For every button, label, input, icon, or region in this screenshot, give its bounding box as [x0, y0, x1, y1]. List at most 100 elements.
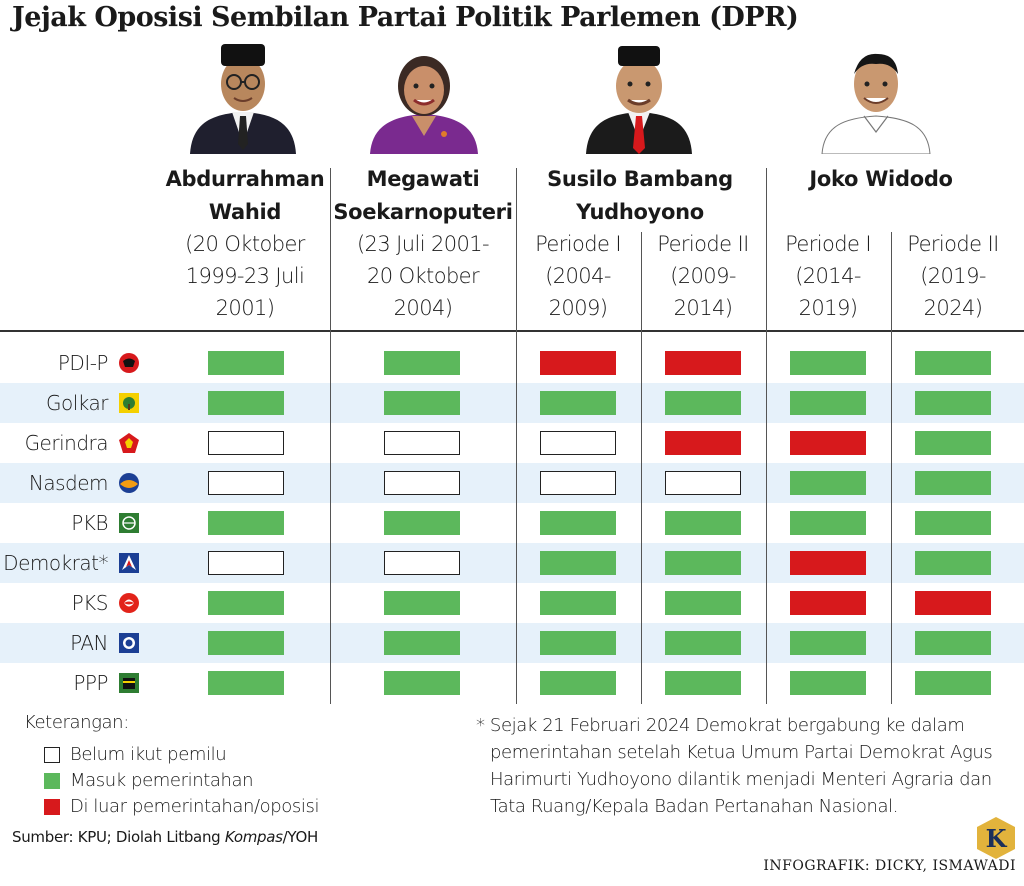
- source-note: Sumber: KPU; Diolah Litbang Kompas/YOH: [12, 828, 318, 846]
- status-cell: [384, 351, 460, 375]
- status-cell: [915, 591, 991, 615]
- column-divider: [516, 168, 517, 704]
- status-cell: [384, 551, 460, 575]
- status-cell: [915, 351, 991, 375]
- header-divider: [0, 330, 1024, 332]
- column-divider: [891, 232, 892, 704]
- status-cell: [790, 551, 866, 575]
- pks-crescent-icon: [119, 593, 139, 613]
- megawati-portrait: [370, 56, 478, 154]
- pdip-bull-icon: [119, 353, 139, 373]
- party-label: PAN: [70, 631, 108, 655]
- joko-widodo-portrait: [821, 53, 931, 154]
- row-band: [0, 463, 1024, 503]
- party-label: PKB: [71, 511, 108, 535]
- status-cell: [384, 471, 460, 495]
- status-cell: [665, 631, 741, 655]
- status-cell: [665, 431, 741, 455]
- party-label: Demokrat*: [3, 551, 108, 575]
- status-cell: [540, 631, 616, 655]
- status-cell: [208, 671, 284, 695]
- legend-swatch-white: [44, 747, 60, 763]
- status-cell: [540, 671, 616, 695]
- status-cell: [665, 671, 741, 695]
- golkar-banyan-icon: [119, 393, 139, 413]
- status-cell: [790, 351, 866, 375]
- president-name-sby: Susilo Bambang Yudhoyono: [547, 167, 733, 224]
- status-cell: [540, 391, 616, 415]
- susilo-bambang-yudhoyono-portrait: [586, 46, 692, 154]
- pkb-globe-icon: [119, 513, 139, 533]
- status-cell: [915, 391, 991, 415]
- status-cell: [208, 471, 284, 495]
- gerindra-garuda-icon: [119, 433, 139, 453]
- status-cell: [208, 391, 284, 415]
- president-name-megawati: Megawati Soekarnoputeri: [333, 167, 513, 224]
- status-cell: [208, 511, 284, 535]
- status-cell: [208, 591, 284, 615]
- row-band: [0, 383, 1024, 423]
- status-cell: [915, 631, 991, 655]
- term-sby-1: Periode I (2004- 2009): [535, 232, 621, 320]
- status-cell: [915, 671, 991, 695]
- status-cell: [540, 511, 616, 535]
- status-cell: [540, 471, 616, 495]
- legend-title: Keterangan:: [24, 712, 129, 733]
- status-cell: [208, 351, 284, 375]
- column-divider: [766, 168, 767, 704]
- term-megawati: (23 Juli 2001- 20 Oktober 2004): [356, 232, 490, 320]
- column-divider: [330, 168, 331, 704]
- svg-text:K: K: [986, 824, 1008, 853]
- president-name-jokowi: Joko Widodo: [809, 167, 953, 191]
- status-cell: [540, 551, 616, 575]
- status-cell: [384, 591, 460, 615]
- party-label: Gerindra: [24, 431, 109, 455]
- party-label: PDI-P: [57, 351, 109, 375]
- status-cell: [540, 591, 616, 615]
- pan-sun-icon: [119, 633, 139, 653]
- status-cell: [208, 631, 284, 655]
- row-band: [0, 543, 1024, 583]
- term-jokowi-2: Periode II (2019- 2024): [907, 232, 999, 320]
- infographic-credit: INFOGRAFIK: DICKY, ISMAWADI: [763, 858, 1016, 874]
- ppp-kaaba-icon: [119, 673, 139, 693]
- term-wahid: (20 Oktober 1999-23 Juli 2001): [185, 232, 305, 320]
- status-cell: [540, 431, 616, 455]
- party-label: Nasdem: [28, 471, 109, 495]
- status-cell: [208, 551, 284, 575]
- status-cell: [915, 431, 991, 455]
- status-cell: [665, 551, 741, 575]
- status-cell: [208, 431, 284, 455]
- status-cell: [540, 351, 616, 375]
- party-label: PPP: [73, 671, 108, 695]
- status-cell: [665, 471, 741, 495]
- status-cell: [790, 511, 866, 535]
- status-cell: [384, 511, 460, 535]
- status-cell: [790, 631, 866, 655]
- column-divider: [641, 232, 642, 704]
- abdurrahman-wahid-portrait: [190, 44, 296, 154]
- president-name-wahid: Abdurrahman Wahid: [165, 167, 325, 224]
- legend-swatch-green: [44, 773, 60, 789]
- status-cell: [915, 471, 991, 495]
- status-cell: [665, 391, 741, 415]
- status-cell: [384, 391, 460, 415]
- status-cell: [790, 471, 866, 495]
- status-cell: [665, 351, 741, 375]
- status-cell: [384, 431, 460, 455]
- footnote: * Sejak 21 Februari 2024 Demokrat bergab…: [476, 715, 993, 817]
- status-cell: [384, 631, 460, 655]
- legend-swatch-red: [44, 799, 60, 815]
- term-sby-2: Periode II (2009- 2014): [657, 232, 749, 320]
- party-label: Golkar: [46, 391, 109, 415]
- status-cell: [915, 551, 991, 575]
- kompas-logo-icon: K: [977, 817, 1015, 859]
- row-band: [0, 623, 1024, 663]
- demokrat-star-icon: [119, 553, 139, 573]
- status-cell: [790, 431, 866, 455]
- status-cell: [665, 591, 741, 615]
- status-cell: [790, 671, 866, 695]
- status-cell: [384, 671, 460, 695]
- status-cell: [790, 591, 866, 615]
- status-cell: [915, 511, 991, 535]
